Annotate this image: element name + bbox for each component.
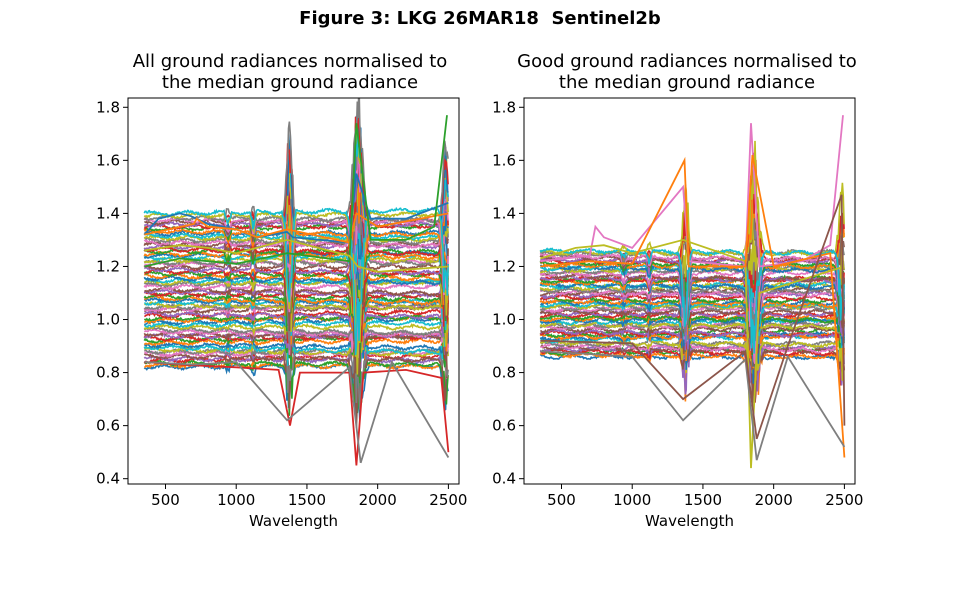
y-tick-label: 0.4	[492, 470, 516, 488]
y-tick-label: 0.8	[96, 364, 120, 382]
x-tick-label: 1500	[684, 491, 722, 509]
series-line	[540, 194, 846, 440]
series-line	[143, 173, 449, 244]
spectrum-line	[143, 233, 449, 291]
spectrum-line	[539, 252, 845, 364]
y-tick-label: 1.4	[96, 204, 120, 222]
y-tick-label: 1.2	[492, 257, 516, 275]
spectrum-line	[143, 226, 449, 341]
spectrum-line	[143, 293, 449, 366]
x-tick-label: 2500	[429, 491, 467, 509]
spectrum-line	[143, 186, 449, 271]
spectrum-line	[143, 307, 449, 362]
spectrum-line	[143, 358, 449, 416]
y-tick-label: 1.6	[492, 151, 516, 169]
spectrum-line	[539, 284, 845, 344]
spectrum-line	[143, 257, 449, 320]
x-tick-label: 2000	[359, 491, 397, 509]
series-line	[540, 350, 846, 461]
spectrum-line	[540, 297, 845, 351]
chart-title-line: the median ground radiance	[162, 72, 418, 93]
x-tick-label: 1500	[288, 491, 326, 509]
y-tick-label: 1.0	[96, 311, 120, 329]
x-tick-label: 500	[547, 491, 576, 509]
y-tick-label: 1.0	[492, 311, 516, 329]
y-tick-label: 1.8	[492, 98, 516, 116]
spectrum-line	[539, 259, 845, 317]
y-tick-label: 0.8	[492, 364, 516, 382]
plot-frame	[523, 97, 856, 485]
y-tick-label: 1.4	[492, 204, 516, 222]
spectrum-line	[539, 305, 845, 359]
spectrum-line	[144, 255, 449, 321]
spectrum-line	[143, 292, 449, 353]
x-axis-label: Wavelength	[645, 512, 734, 530]
spectrum-line	[539, 238, 845, 295]
spectrum-line	[143, 352, 449, 428]
spectrum-line	[143, 299, 449, 347]
figure-title: Figure 3: LKG 26MAR18 Sentinel2b	[299, 8, 661, 29]
spectrum-line	[143, 151, 449, 251]
series-line	[144, 359, 450, 464]
spectrum-line	[144, 304, 449, 369]
spectrum-line	[143, 314, 449, 374]
spectrum-line	[143, 131, 449, 250]
spectrum-line	[143, 192, 449, 277]
y-tick-label: 0.6	[96, 417, 120, 435]
spectrum-line	[143, 287, 449, 345]
spectrum-line	[143, 201, 449, 287]
spectrum-line	[143, 301, 449, 363]
series-line	[144, 211, 449, 244]
series-lines	[539, 115, 846, 469]
spectrum-line	[539, 350, 845, 419]
spectrum-line	[540, 290, 845, 366]
spectrum-line	[143, 294, 449, 354]
chart-title-line: All ground radiances normalised to	[133, 51, 448, 72]
spectrum-line	[143, 193, 449, 282]
y-tick-label: 0.4	[96, 470, 120, 488]
chart-title-line: Good ground radiances normalised to	[517, 51, 857, 72]
series-line	[144, 115, 448, 268]
spectrum-line	[540, 340, 845, 404]
plot-frame	[127, 97, 460, 485]
spectrum-line	[143, 98, 449, 224]
series-line	[540, 154, 846, 458]
x-tick-label: 1000	[613, 491, 651, 509]
x-tick-label: 2500	[825, 491, 863, 509]
spectrum-line	[539, 237, 845, 310]
spectrum-line	[143, 128, 449, 258]
series-line	[144, 361, 450, 466]
y-tick-label: 1.2	[96, 257, 120, 275]
y-tick-label: 0.6	[492, 417, 516, 435]
spectrum-line	[539, 268, 845, 352]
spectrum-line	[539, 140, 845, 258]
y-tick-label: 1.6	[96, 151, 120, 169]
y-tick-label: 1.8	[96, 98, 120, 116]
spectrum-line	[143, 206, 449, 356]
spectrum-line	[143, 295, 449, 347]
x-tick-label: 1000	[217, 491, 255, 509]
x-tick-label: 500	[151, 491, 180, 509]
series-line	[540, 238, 845, 469]
spectrum-line	[539, 192, 845, 283]
series-line	[540, 115, 844, 268]
spectrum-line	[143, 294, 449, 357]
series-lines	[143, 98, 450, 466]
series-line	[144, 238, 449, 273]
spectrum-line	[144, 286, 449, 365]
x-tick-label: 2000	[755, 491, 793, 509]
chart-title-line: the median ground radiance	[559, 72, 815, 93]
spectrum-line	[539, 304, 845, 362]
spectrum-line	[143, 108, 449, 242]
x-axis-label: Wavelength	[249, 512, 338, 530]
